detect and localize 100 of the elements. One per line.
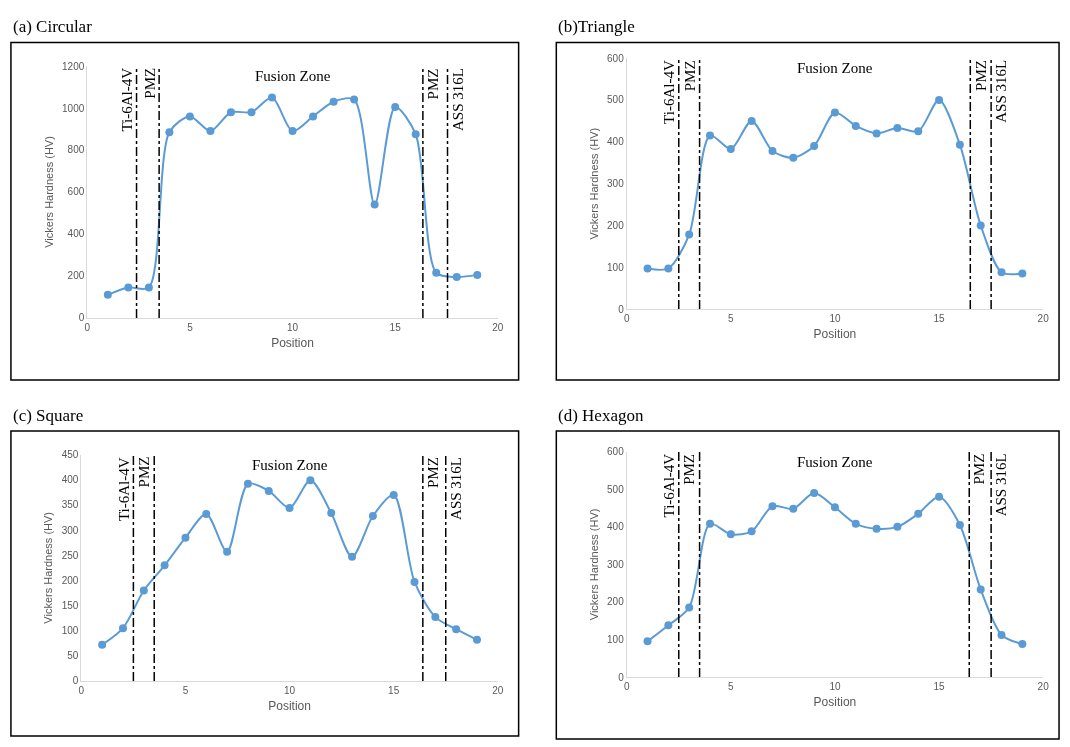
ref-line-label: PMZ (141, 67, 158, 99)
x-tick-label: 5 (182, 684, 189, 696)
point (810, 141, 819, 150)
point (726, 530, 735, 539)
point (309, 112, 318, 121)
y-tick-label: 400 (607, 521, 625, 533)
x-tick-label: 20 (492, 684, 504, 696)
point (98, 640, 107, 649)
point (327, 509, 336, 518)
point (685, 230, 694, 239)
point (124, 283, 133, 292)
point (144, 283, 153, 292)
point (181, 533, 190, 542)
y-tick-label: 300 (607, 178, 625, 190)
point (810, 489, 819, 498)
y-tick-label: 100 (607, 261, 625, 273)
y-tick-label: 450 (61, 449, 79, 461)
point (706, 131, 714, 140)
ref-line-label: PMZ (681, 60, 698, 92)
point (370, 200, 379, 209)
point (851, 519, 860, 528)
point (830, 108, 839, 117)
y-tick-label: 500 (607, 483, 625, 495)
y-tick-label: 600 (67, 186, 85, 198)
annotation: Fusion Zone (797, 454, 873, 470)
point (747, 116, 756, 125)
point (431, 613, 440, 622)
point (389, 490, 398, 499)
y-tick-label: 400 (607, 136, 625, 148)
x-axis-title: Position (813, 694, 857, 709)
x-tick-label: 20 (1037, 681, 1050, 693)
point (452, 625, 461, 634)
point (768, 146, 777, 155)
y-tick-label: 100 (607, 633, 625, 645)
ref-line-label: ASS 316L (993, 59, 1010, 123)
y-tick-label: 1200 (62, 60, 85, 72)
ref-line-label: Ti-6Al-4V (115, 457, 132, 522)
point (264, 486, 273, 495)
y-tick-label: 400 (61, 474, 79, 486)
y-tick-label: 200 (61, 574, 79, 586)
point (432, 268, 441, 277)
x-tick-label: 20 (1037, 313, 1050, 325)
x-axis-title: Position (813, 326, 857, 341)
y-axis-title: Vickers Hardness (HV) (42, 136, 55, 248)
ref-line-label: PMZ (425, 68, 442, 100)
point (247, 108, 256, 117)
point (288, 127, 297, 136)
ref-line-label: PMZ (136, 456, 153, 488)
point (643, 637, 652, 646)
point (185, 112, 194, 121)
point (685, 603, 694, 612)
ref-line-label: PMZ (971, 453, 988, 485)
y-tick-label: 350 (61, 499, 79, 511)
y-tick-label: 200 (67, 270, 85, 282)
y-tick-label: 800 (67, 144, 85, 156)
point (789, 504, 798, 513)
point (410, 577, 419, 586)
point (139, 586, 148, 595)
x-tick-label: 15 (389, 321, 402, 333)
y-tick-label: 300 (61, 524, 79, 536)
y-axis-title: Vickers Hardness (HV) (587, 508, 600, 621)
point (747, 527, 756, 536)
x-tick-label: 5 (187, 321, 194, 333)
y-tick-label: 600 (607, 52, 625, 64)
point (348, 552, 357, 561)
point (955, 140, 964, 149)
x-tick-label: 15 (388, 684, 400, 696)
point (768, 502, 777, 511)
ref-line-label: Ti-6Al-4V (118, 67, 135, 132)
point (165, 128, 174, 137)
point (306, 476, 315, 485)
point (452, 272, 461, 281)
ref-line-label: PMZ (424, 457, 441, 489)
annotation: Fusion Zone (797, 60, 873, 76)
point (473, 270, 482, 279)
point (976, 585, 985, 594)
annotation: Fusion Zone (252, 457, 328, 473)
y-tick-label: 500 (607, 94, 625, 106)
x-tick-label: 20 (492, 321, 504, 333)
point (893, 522, 902, 531)
y-tick-label: 300 (607, 558, 625, 570)
point (726, 144, 735, 153)
x-axis-title: Position (268, 698, 311, 713)
chart-title: (b)Triangle (558, 17, 635, 36)
point (955, 520, 964, 529)
point (411, 130, 420, 139)
point (789, 153, 798, 162)
y-tick-label: 200 (607, 219, 625, 231)
point (893, 123, 902, 132)
ref-line-label: ASS 316L (449, 68, 466, 132)
chart-title: (d) Hexagon (558, 406, 644, 425)
chart-title: (a) Circular (13, 17, 93, 36)
point (997, 630, 1006, 639)
annotation: Fusion Zone (255, 68, 331, 84)
point (997, 268, 1006, 277)
point (664, 621, 673, 630)
point (830, 503, 839, 512)
ref-line-label: PMZ (681, 453, 698, 485)
point (643, 264, 652, 273)
y-tick-label: 50 (67, 650, 79, 662)
